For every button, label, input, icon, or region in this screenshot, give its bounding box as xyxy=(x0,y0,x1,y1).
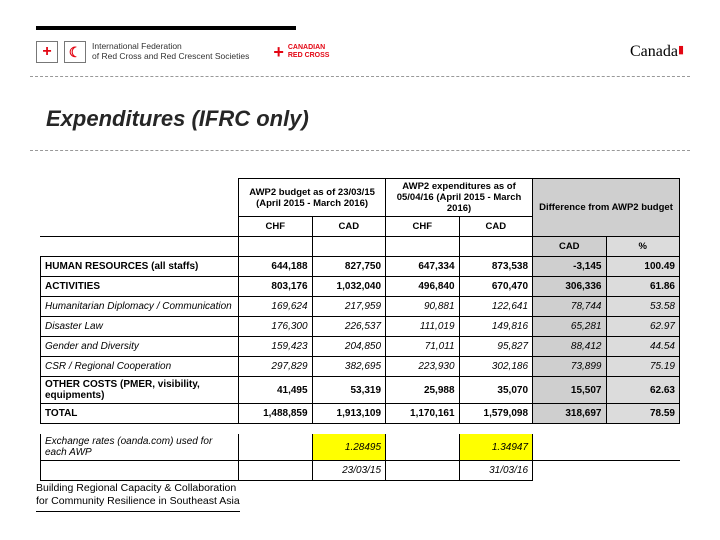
ifrc-logo: + ☾ International Federation of Red Cros… xyxy=(36,41,249,63)
exch-date-1: 23/03/15 xyxy=(312,461,385,481)
row-label: CSR / Regional Cooperation xyxy=(41,357,239,377)
cell-pct: 61.86 xyxy=(606,277,680,297)
cell: 71,011 xyxy=(386,337,459,357)
cell: 644,188 xyxy=(239,257,312,277)
exch-label: Exchange rates (oanda.com) used for each… xyxy=(41,434,239,461)
cell: 95,827 xyxy=(459,337,532,357)
cell: 1,032,040 xyxy=(312,277,385,297)
header-rule xyxy=(36,26,296,30)
hdr-expend: AWP2 expenditures as of 05/04/16 (April … xyxy=(386,179,533,217)
cell: 670,470 xyxy=(459,277,532,297)
crc-logo: + CANADIAN RED CROSS xyxy=(273,43,329,61)
col-chf: CHF xyxy=(239,217,312,237)
cell-diff: 65,281 xyxy=(533,317,606,337)
cell-diff: 78,744 xyxy=(533,297,606,317)
cell: 803,176 xyxy=(239,277,312,297)
blank-cell xyxy=(41,179,239,217)
row-label: OTHER COSTS (PMER, visibility, equipment… xyxy=(41,377,239,404)
col-chf: CHF xyxy=(386,217,459,237)
cell: 647,334 xyxy=(386,257,459,277)
cell: 827,750 xyxy=(312,257,385,277)
cell-diff: -3,145 xyxy=(533,257,606,277)
cell-pct: 100.49 xyxy=(606,257,680,277)
cell-diff: 318,697 xyxy=(533,404,606,424)
cell: 217,959 xyxy=(312,297,385,317)
canada-wordmark: Canada▮ xyxy=(630,43,684,61)
row-label: Gender and Diversity xyxy=(41,337,239,357)
cell: 302,186 xyxy=(459,357,532,377)
cell: 35,070 xyxy=(459,377,532,404)
cell: 41,495 xyxy=(239,377,312,404)
cell: 1,913,109 xyxy=(312,404,385,424)
col-cad: CAD xyxy=(312,217,385,237)
cell: 90,881 xyxy=(386,297,459,317)
cell-pct: 44.54 xyxy=(606,337,680,357)
cell: 496,840 xyxy=(386,277,459,297)
cell: 25,988 xyxy=(386,377,459,404)
col-cad-diff: CAD xyxy=(533,237,606,257)
redcross-icon: + xyxy=(36,41,58,63)
cell-pct: 62.97 xyxy=(606,317,680,337)
row-label: ACTIVITIES xyxy=(41,277,239,297)
col-cad: CAD xyxy=(459,217,532,237)
blank-cell xyxy=(41,237,239,257)
cell: 223,930 xyxy=(386,357,459,377)
cell: 149,816 xyxy=(459,317,532,337)
exch-rate-1: 1.28495 xyxy=(312,434,385,461)
divider-2 xyxy=(30,150,690,151)
exch-date-2: 31/03/16 xyxy=(459,461,532,481)
cell-diff: 15,507 xyxy=(533,377,606,404)
cell-diff: 306,336 xyxy=(533,277,606,297)
cell: 111,019 xyxy=(386,317,459,337)
cell-pct: 53.58 xyxy=(606,297,680,317)
cell: 122,641 xyxy=(459,297,532,317)
cell-pct: 75.19 xyxy=(606,357,680,377)
cell-pct: 62.63 xyxy=(606,377,680,404)
cell: 297,829 xyxy=(239,357,312,377)
header-logos: + ☾ International Federation of Red Cros… xyxy=(36,34,684,70)
footer-text: Building Regional Capacity & Collaborati… xyxy=(36,482,240,512)
row-label: Disaster Law xyxy=(41,317,239,337)
cell-diff: 88,412 xyxy=(533,337,606,357)
ifrc-text: International Federation of Red Cross an… xyxy=(92,42,249,62)
cell-diff: 73,899 xyxy=(533,357,606,377)
cell: 159,423 xyxy=(239,337,312,357)
cell: 226,537 xyxy=(312,317,385,337)
redcrescent-icon: ☾ xyxy=(64,41,86,63)
cell: 176,300 xyxy=(239,317,312,337)
expenditure-table: AWP2 budget as of 23/03/15 (April 2015 -… xyxy=(40,178,680,481)
cell: 53,319 xyxy=(312,377,385,404)
cell: 873,538 xyxy=(459,257,532,277)
row-label: Humanitarian Diplomacy / Communication xyxy=(41,297,239,317)
cell: 204,850 xyxy=(312,337,385,357)
blank-cell xyxy=(41,217,239,237)
page-title: Expenditures (IFRC only) xyxy=(46,106,309,132)
row-label: TOTAL xyxy=(41,404,239,424)
divider-1 xyxy=(30,76,690,77)
col-pct: % xyxy=(606,237,680,257)
cell-pct: 78.59 xyxy=(606,404,680,424)
hdr-diff: Difference from AWP2 budget xyxy=(533,179,680,237)
cell: 169,624 xyxy=(239,297,312,317)
row-label: HUMAN RESOURCES (all staffs) xyxy=(41,257,239,277)
exch-rate-2: 1.34947 xyxy=(459,434,532,461)
cell: 1,579,098 xyxy=(459,404,532,424)
cell: 1,488,859 xyxy=(239,404,312,424)
cell: 382,695 xyxy=(312,357,385,377)
hdr-budget: AWP2 budget as of 23/03/15 (April 2015 -… xyxy=(239,179,386,217)
cell: 1,170,161 xyxy=(386,404,459,424)
